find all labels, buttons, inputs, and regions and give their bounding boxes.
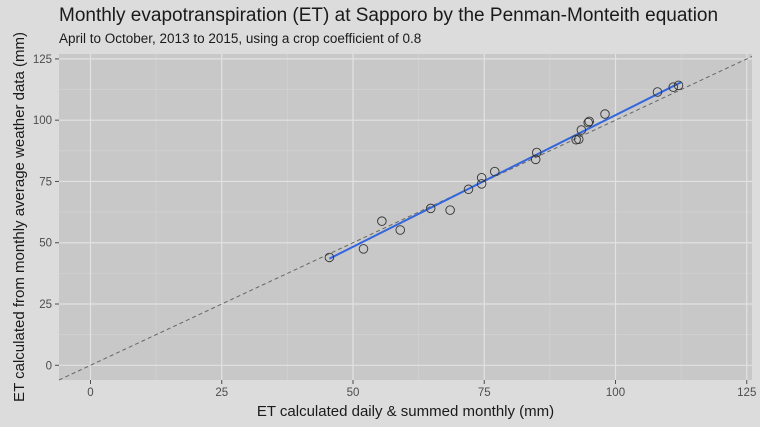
data-point-6 bbox=[445, 205, 455, 215]
y-axis-ticks: 0 25 50 75 100 125 bbox=[33, 54, 59, 372]
data-point-12 bbox=[532, 147, 542, 158]
x-tick-label: 75 bbox=[478, 387, 491, 399]
data-point-2 bbox=[358, 244, 369, 254]
data-point-3 bbox=[377, 216, 387, 226]
data-point-14 bbox=[574, 134, 584, 145]
data-point-10 bbox=[490, 166, 500, 177]
x-axis-ticks: 0 25 50 75 100 125 bbox=[87, 380, 756, 399]
data-point-7 bbox=[463, 184, 474, 195]
regression-fit-line bbox=[328, 81, 682, 260]
data-point-1 bbox=[324, 252, 335, 263]
data-point-21 bbox=[673, 80, 684, 91]
data-point-9 bbox=[476, 173, 487, 183]
chart-subtitle: April to October, 2013 to 2015, using a … bbox=[59, 31, 422, 46]
data-point-17 bbox=[584, 116, 595, 127]
data-point-15 bbox=[576, 125, 587, 135]
data-point-5 bbox=[425, 203, 436, 214]
y-tick-label: 0 bbox=[46, 360, 52, 372]
data-point-19 bbox=[652, 87, 663, 97]
x-tick-label: 125 bbox=[737, 387, 756, 399]
data-point-11 bbox=[530, 154, 541, 165]
data-point-4 bbox=[395, 225, 406, 235]
data-point-18 bbox=[600, 109, 610, 119]
x-tick-label: 50 bbox=[347, 387, 360, 399]
y-tick-label: 100 bbox=[33, 115, 52, 127]
x-tick-label: 0 bbox=[87, 387, 93, 399]
minor-gridlines bbox=[59, 54, 752, 380]
data-point-8 bbox=[476, 179, 487, 189]
x-tick-label: 100 bbox=[606, 387, 625, 399]
data-point-16 bbox=[583, 117, 593, 128]
x-axis-title: ET calculated daily & summed monthly (mm… bbox=[257, 403, 554, 420]
y-tick-label: 75 bbox=[39, 176, 52, 188]
y-axis-title: ET calculated from monthly average weath… bbox=[11, 32, 28, 402]
chart-title: Monthly evapotranspiration (ET) at Sappo… bbox=[59, 5, 719, 26]
y-tick-label: 125 bbox=[33, 54, 52, 66]
x-tick-label: 25 bbox=[215, 387, 228, 399]
data-points bbox=[324, 80, 684, 263]
y-tick-label: 25 bbox=[39, 299, 52, 311]
one-to-one-reference-line bbox=[58, 55, 753, 381]
major-gridlines bbox=[59, 54, 752, 380]
y-tick-label: 50 bbox=[39, 238, 52, 250]
data-point-20 bbox=[668, 82, 679, 92]
